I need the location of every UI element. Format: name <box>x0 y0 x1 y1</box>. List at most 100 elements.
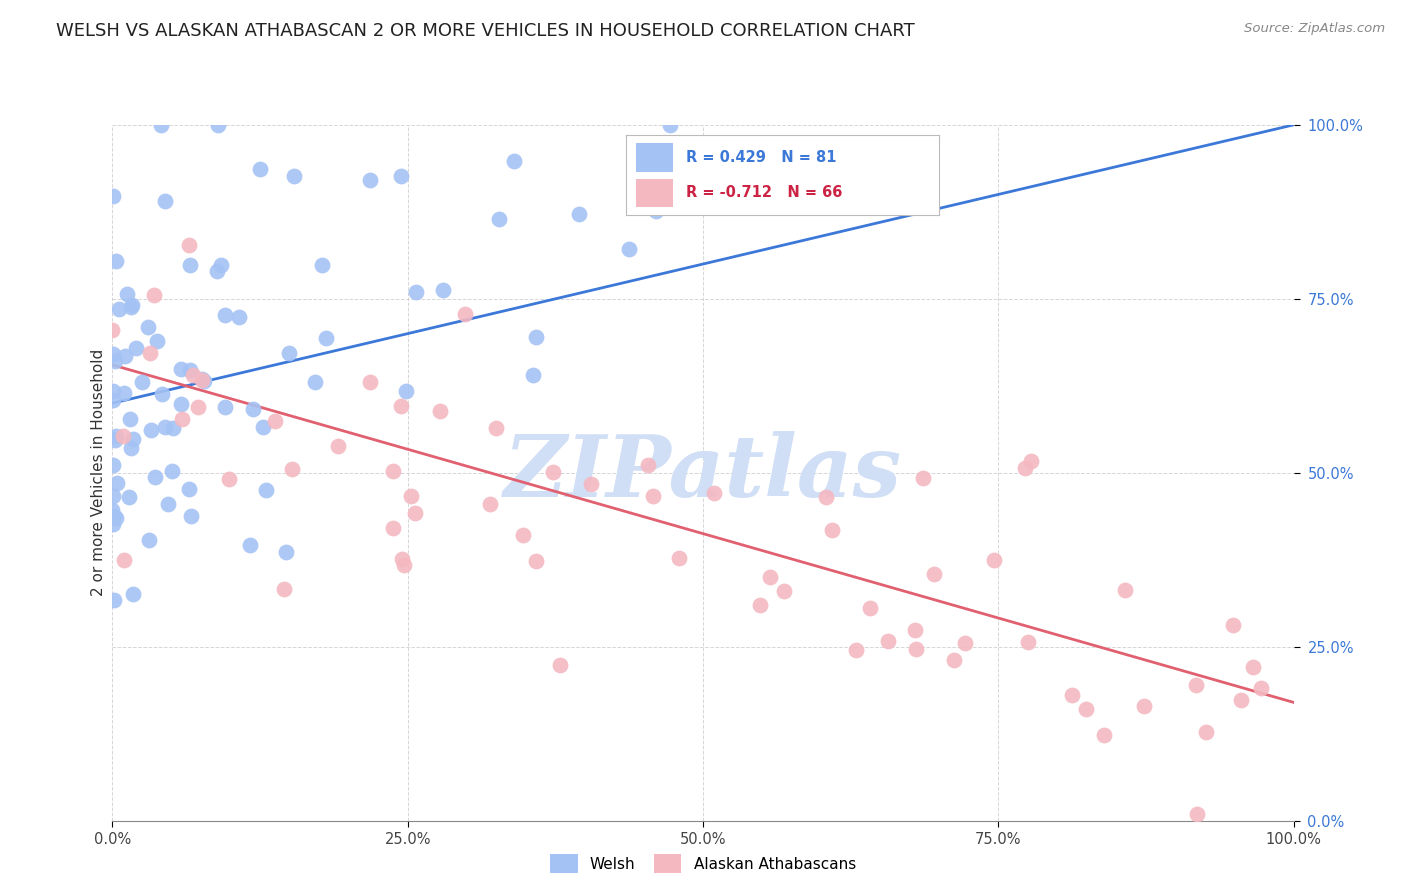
Point <box>432 283 454 297</box>
Point <box>1114 582 1136 597</box>
Point <box>311 258 333 272</box>
Point <box>281 462 304 476</box>
Point <box>131 375 153 389</box>
Point <box>359 173 381 187</box>
Point <box>643 490 665 504</box>
Point <box>405 285 427 299</box>
Point <box>429 404 451 418</box>
Point <box>155 194 177 208</box>
Point <box>1017 634 1039 648</box>
Legend: Welsh, Alaskan Athabascans: Welsh, Alaskan Athabascans <box>544 848 862 880</box>
Point <box>157 497 180 511</box>
Point <box>179 238 201 252</box>
Point <box>273 582 295 596</box>
Point <box>478 497 501 511</box>
Point <box>1250 681 1272 695</box>
Point <box>904 642 927 657</box>
Point <box>104 354 127 368</box>
Point <box>942 653 965 667</box>
Point <box>276 544 298 558</box>
Point <box>103 593 125 607</box>
Point <box>749 598 772 612</box>
Point <box>209 258 232 272</box>
Point <box>150 387 173 401</box>
Point <box>1074 702 1097 716</box>
Point <box>101 347 124 361</box>
Point <box>118 490 141 504</box>
Point <box>254 483 277 498</box>
Text: Source: ZipAtlas.com: Source: ZipAtlas.com <box>1244 22 1385 36</box>
Point <box>776 191 799 205</box>
Point <box>1185 678 1208 692</box>
Point <box>391 552 413 566</box>
Point <box>136 320 159 334</box>
Point <box>101 323 124 337</box>
Point <box>1133 698 1156 713</box>
Point <box>524 553 547 567</box>
Point <box>104 433 127 447</box>
Point <box>114 349 136 363</box>
Point <box>179 363 201 377</box>
Text: WELSH VS ALASKAN ATHABASCAN 2 OR MORE VEHICLES IN HOUSEHOLD CORRELATION CHART: WELSH VS ALASKAN ATHABASCAN 2 OR MORE VE… <box>56 22 915 40</box>
Point <box>111 429 134 443</box>
Point <box>541 465 564 479</box>
Point <box>103 509 125 524</box>
Point <box>214 308 236 322</box>
Text: ZIPatlas: ZIPatlas <box>503 431 903 515</box>
Point <box>101 458 124 472</box>
Point <box>170 397 193 411</box>
Point <box>382 521 405 535</box>
Point <box>395 384 418 399</box>
Point <box>911 471 934 485</box>
Point <box>389 169 412 183</box>
Point <box>304 376 326 390</box>
Point <box>668 550 690 565</box>
Point <box>218 472 240 486</box>
Point <box>121 298 143 312</box>
Point <box>121 587 143 601</box>
Point <box>191 372 214 386</box>
Point <box>579 477 602 491</box>
Point <box>242 402 264 417</box>
Point <box>191 373 214 387</box>
Point <box>193 374 215 388</box>
Point <box>153 419 176 434</box>
Point <box>658 118 681 132</box>
Point <box>112 386 135 401</box>
Point <box>122 432 145 446</box>
Point <box>104 429 127 443</box>
Point <box>283 169 305 184</box>
Point <box>568 207 591 221</box>
Point <box>637 458 659 472</box>
Point <box>139 346 162 360</box>
Point <box>125 341 148 355</box>
Point <box>179 258 201 272</box>
Point <box>264 414 287 428</box>
Point <box>845 643 868 657</box>
Point <box>759 570 782 584</box>
Point <box>120 411 142 425</box>
Point <box>454 307 477 321</box>
Point <box>703 486 725 500</box>
Point <box>404 506 426 520</box>
Point <box>181 368 204 382</box>
Point <box>139 423 162 437</box>
Point <box>1062 688 1084 702</box>
Point <box>104 511 127 525</box>
Point <box>953 636 976 650</box>
Point <box>815 490 838 504</box>
Point <box>150 118 173 132</box>
Point <box>503 153 526 168</box>
Point <box>1195 724 1218 739</box>
Point <box>645 203 668 218</box>
Y-axis label: 2 or more Vehicles in Household: 2 or more Vehicles in Household <box>90 349 105 597</box>
Point <box>101 384 124 399</box>
Point <box>239 538 262 552</box>
Point <box>859 601 882 615</box>
Point <box>1222 617 1244 632</box>
Point <box>170 412 193 426</box>
Point <box>1092 728 1115 742</box>
Point <box>105 475 128 490</box>
Point <box>401 489 423 503</box>
Point <box>101 517 124 532</box>
